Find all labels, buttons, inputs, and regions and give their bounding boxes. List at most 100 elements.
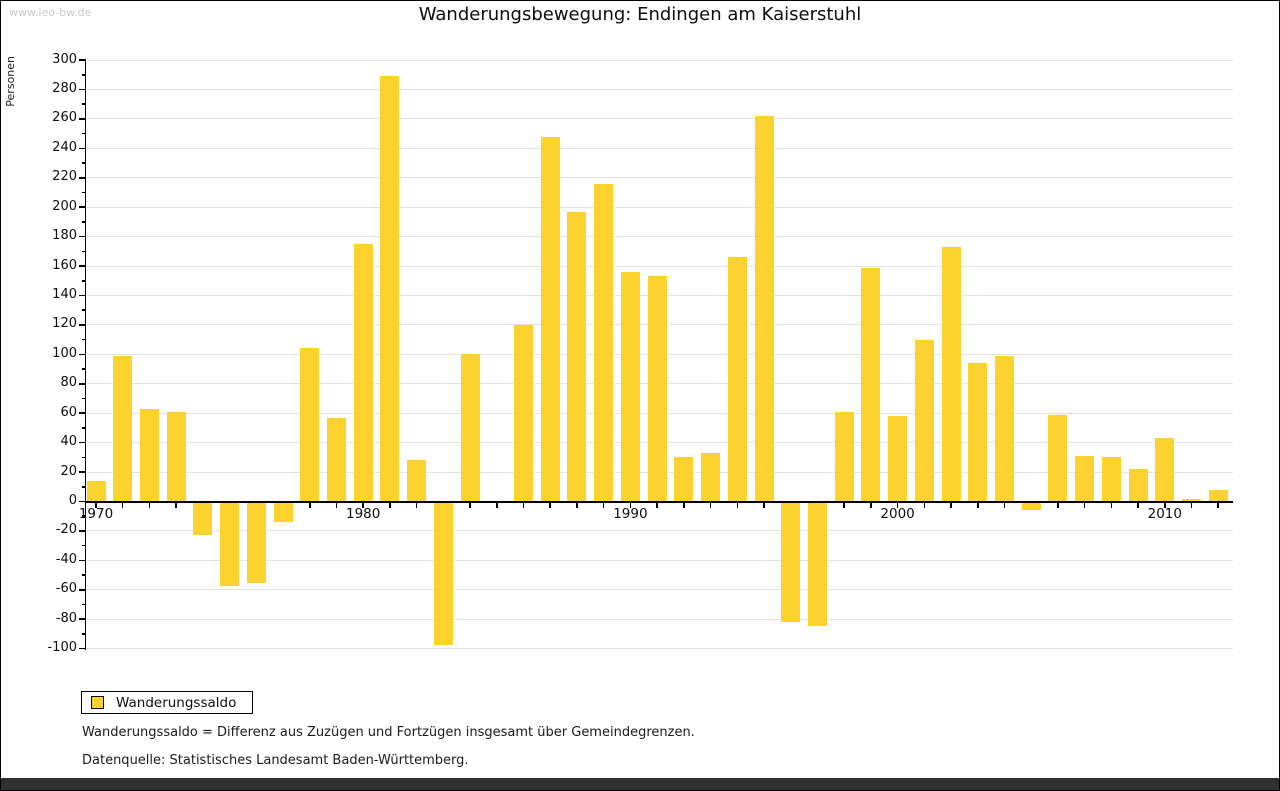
gridline [87,236,1233,238]
x-tick [763,502,765,508]
x-tick [415,502,418,508]
y-tick-label: 220 [52,169,77,185]
y-tick [79,265,86,267]
y-tick [82,633,86,635]
x-tick [389,502,391,508]
x-tick [309,502,311,508]
bar-1986 [514,324,534,502]
y-tick [82,544,86,547]
bar-2004 [994,355,1014,502]
y-tick-label: 280 [52,80,77,96]
bar-1976 [246,502,266,584]
y-tick [79,353,86,356]
x-tick [1217,502,1219,508]
bar-2001 [914,339,934,502]
bar-2007 [1075,455,1095,502]
bar-1988 [567,211,587,502]
x-tick [1164,502,1166,508]
x-tick [1137,502,1139,508]
bar-1970 [86,480,106,502]
y-tick [82,132,86,135]
bar-2009 [1128,469,1148,502]
x-tick [95,502,97,508]
x-tick [469,502,471,508]
y-tick-label: 260 [52,110,77,126]
x-tick [576,502,578,508]
bar-1989 [594,183,614,502]
x-tick [522,502,525,508]
y-tick [79,118,86,120]
x-tick [121,502,124,508]
y-tick-label: 160 [52,257,77,273]
y-tick [79,59,86,61]
y-tick [79,324,86,326]
y-tick-label: -20 [55,522,77,538]
bar-1993 [701,452,721,502]
bar-1998 [834,411,854,502]
y-tick [79,88,86,91]
y-tick [79,559,86,562]
x-tick [175,502,177,508]
y-tick-label: -80 [55,610,77,626]
bar-2011 [1182,498,1202,502]
bar-1972 [139,408,159,502]
bar-1992 [674,457,694,502]
y-tick [79,206,86,208]
gridline [87,559,1233,561]
x-tick [1057,502,1059,508]
gridline [87,265,1233,267]
y-tick [82,368,86,370]
y-tick [79,147,86,150]
y-tick [79,647,86,650]
y-tick-label: 100 [52,345,77,361]
x-tick [843,502,845,508]
x-tick [736,502,739,508]
y-tick [79,412,86,414]
bar-1981 [380,76,400,502]
y-tick [82,280,86,282]
bar-1971 [113,355,133,502]
y-tick-label: 40 [60,434,77,450]
y-tick [79,441,86,444]
y-tick-label: 20 [60,463,77,479]
x-tick-label: 1980 [346,505,381,522]
y-tick [79,177,86,179]
gridline [87,118,1233,120]
bar-1994 [727,257,747,502]
bar-1987 [540,136,560,502]
bar-2002 [941,246,961,502]
footnote-source: Datenquelle: Statistisches Landesamt Bad… [82,753,469,768]
bar-2000 [888,416,908,502]
x-tick [629,502,632,508]
bar-1978 [300,348,320,502]
gridline [87,59,1233,61]
bar-1999 [861,267,881,502]
watermark: www.leo-bw.de [9,6,92,19]
footnote-definition: Wanderungssaldo = Differenz aus Zuzügen … [82,725,695,740]
y-axis-line [84,59,86,650]
bar-2005 [1021,502,1041,510]
y-tick-label: 200 [52,198,77,214]
x-tick [602,502,605,508]
y-tick [79,589,86,591]
bar-1997 [807,502,827,627]
y-tick [82,162,86,164]
legend-box: Wanderungssaldo [81,691,254,714]
y-tick-label: 120 [52,316,77,332]
y-tick [79,530,86,532]
x-tick [362,502,364,508]
bar-1990 [620,271,640,502]
x-tick [1083,502,1086,508]
y-tick-label: 0 [68,493,77,508]
y-tick [82,338,86,341]
x-tick [923,502,926,508]
y-tick [82,191,86,194]
bar-2010 [1155,438,1175,502]
gridline [87,530,1233,532]
bar-2012 [1208,489,1228,502]
y-tick [79,235,86,238]
x-tick [335,502,338,508]
x-tick [496,502,498,508]
x-tick-label: 1970 [78,505,114,522]
